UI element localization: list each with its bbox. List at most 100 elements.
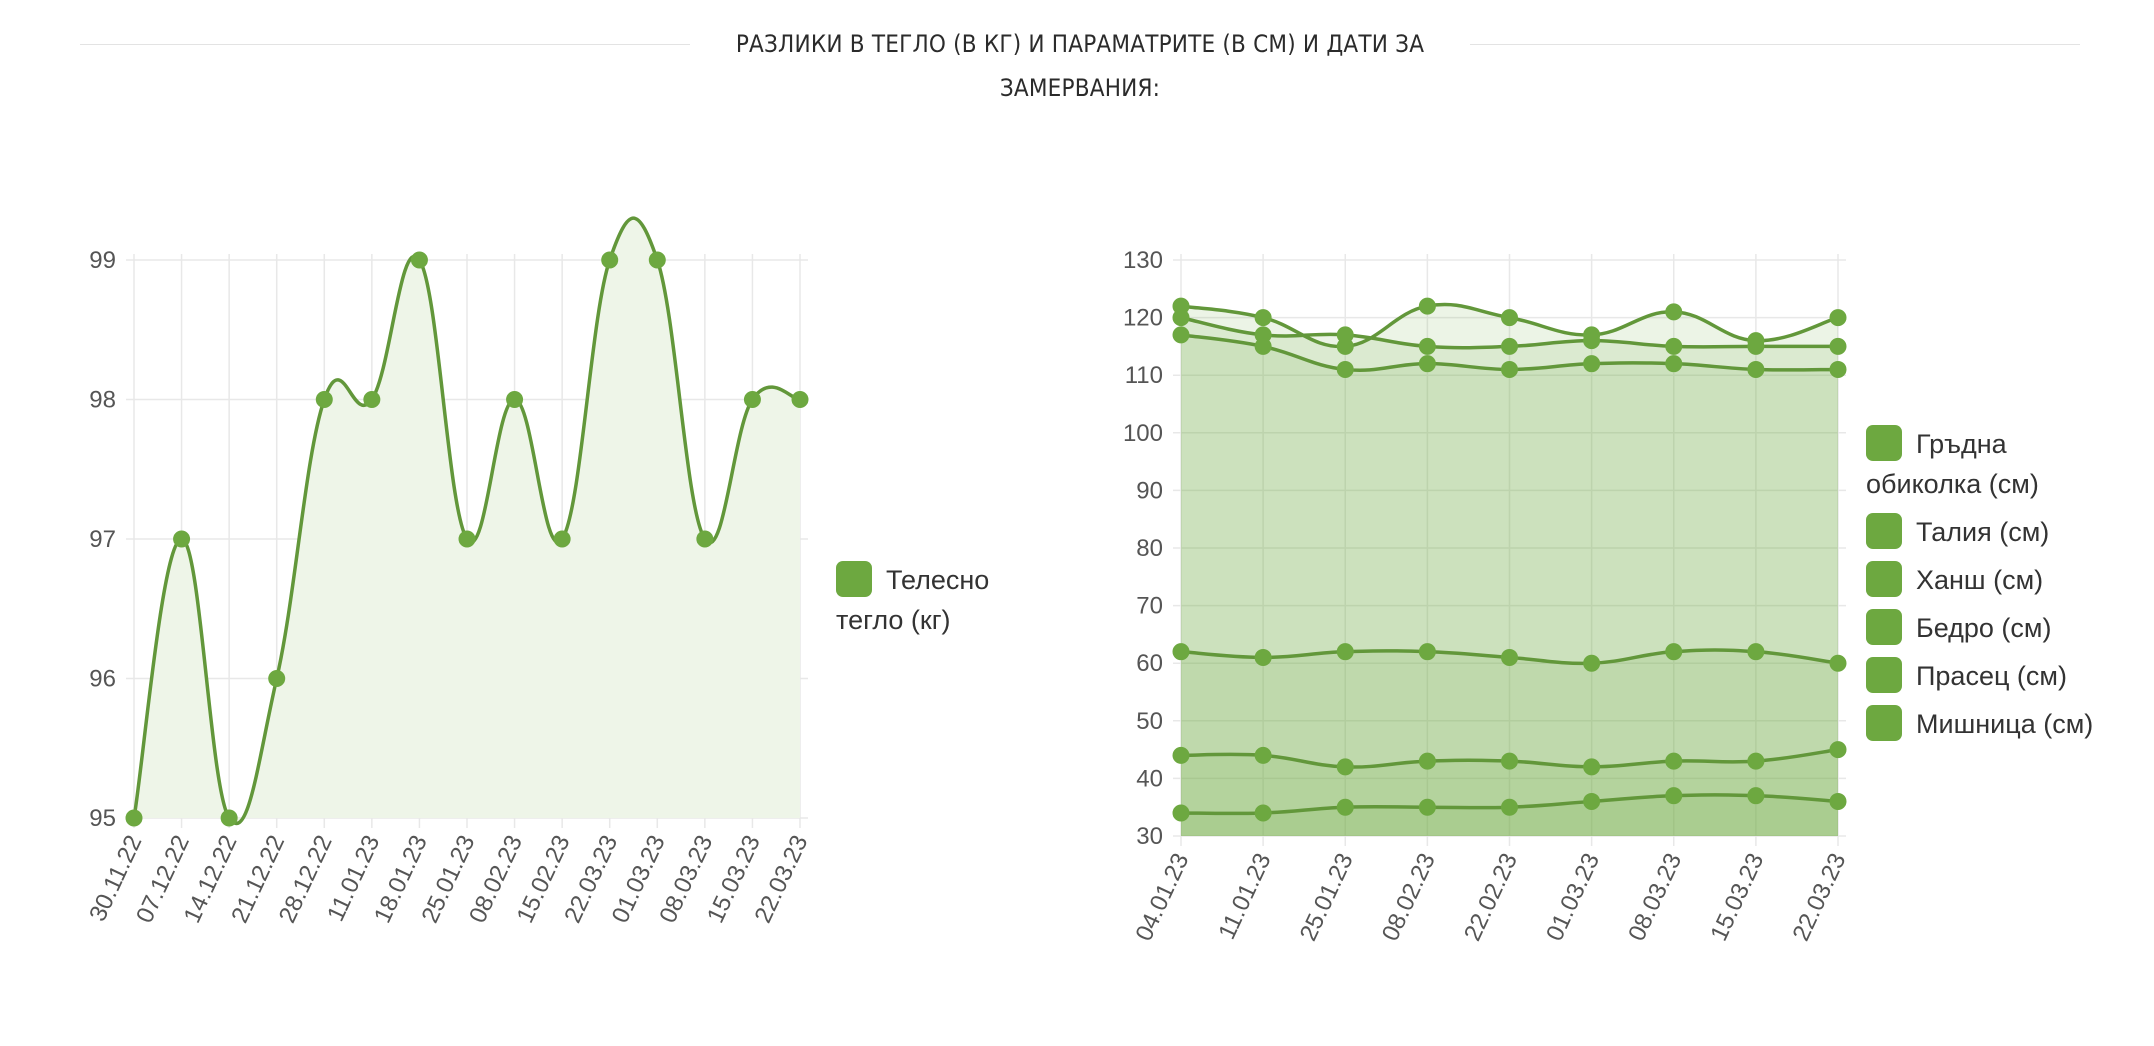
data-point[interactable]	[601, 251, 619, 269]
legend-swatch	[1866, 513, 1902, 549]
data-point[interactable]	[1501, 648, 1518, 666]
legend-item[interactable]: Ханш (см)	[1866, 560, 2126, 600]
series-area	[1181, 304, 1838, 837]
data-point[interactable]	[1336, 360, 1354, 378]
data-point[interactable]	[1418, 355, 1436, 373]
data-point[interactable]	[1172, 309, 1190, 327]
x-tick-label: 25.01.23	[1295, 849, 1359, 945]
x-tick-label: 08.02.23	[1377, 849, 1441, 945]
data-point[interactable]	[648, 251, 666, 269]
x-tick-label: 04.01.23	[1130, 849, 1194, 945]
data-point[interactable]	[410, 251, 428, 269]
legend-item[interactable]: Телесно тегло (кг)	[836, 560, 1036, 640]
y-tick-label: 100	[1123, 420, 1163, 447]
data-point[interactable]	[1418, 643, 1436, 661]
y-tick-label: 120	[1123, 305, 1163, 332]
data-point[interactable]	[1418, 752, 1436, 770]
y-tick-label: 96	[89, 666, 116, 693]
data-point[interactable]	[1665, 752, 1683, 770]
data-point[interactable]	[1172, 804, 1190, 822]
data-point[interactable]	[1747, 787, 1765, 805]
data-point[interactable]	[268, 670, 286, 687]
data-point[interactable]	[1747, 360, 1765, 378]
data-point[interactable]	[1501, 752, 1518, 770]
legend-label: Гръдна обиколка (см)	[1866, 429, 2039, 499]
data-point[interactable]	[363, 391, 381, 408]
measurements-legend: Гръдна обиколка (см) Талия (см) Ханш (см) Б…	[1866, 424, 2126, 752]
measurements-chart: 30 40 50 60 70 80 90 100 110 120 130 04.01.23 11.01.…	[1123, 247, 1851, 945]
section-title: РАЗЛИКИ В ТЕГЛО (В КГ) И ПАРАМАТРИТЕ (В …	[735, 30, 1425, 102]
data-point[interactable]	[1747, 752, 1765, 770]
data-point[interactable]	[1665, 355, 1683, 373]
legend-item[interactable]: Гръдна обиколка (см)	[1866, 424, 2126, 504]
data-point[interactable]	[1254, 337, 1272, 355]
legend-swatch	[1866, 705, 1902, 741]
data-point[interactable]	[1254, 648, 1272, 666]
data-point[interactable]	[506, 391, 524, 408]
series-area	[134, 218, 800, 824]
data-point[interactable]	[1665, 787, 1683, 805]
data-point[interactable]	[458, 530, 476, 548]
data-point[interactable]	[1336, 326, 1354, 344]
x-tick-label: 08.03.23	[1623, 849, 1687, 945]
data-point[interactable]	[1829, 654, 1847, 672]
legend-swatch	[1866, 609, 1902, 645]
data-point[interactable]	[125, 809, 143, 827]
legend-item[interactable]: Бедро (см)	[1866, 608, 2126, 648]
data-point[interactable]	[1418, 297, 1436, 315]
data-point[interactable]	[1583, 332, 1601, 350]
header-divider-right	[1470, 44, 2080, 45]
data-point[interactable]	[1501, 798, 1518, 816]
legend-swatch	[1866, 657, 1902, 693]
y-tick-label: 98	[89, 387, 116, 414]
legend-swatch	[1866, 425, 1902, 461]
data-point[interactable]	[1829, 741, 1847, 759]
data-point[interactable]	[220, 809, 238, 827]
data-point[interactable]	[1254, 804, 1272, 822]
y-tick-label: 110	[1125, 362, 1163, 389]
data-point[interactable]	[1336, 643, 1354, 661]
data-point[interactable]	[1172, 643, 1190, 661]
legend-label: Бедро (см)	[1916, 613, 2052, 643]
data-point[interactable]	[315, 391, 333, 408]
data-point[interactable]	[1665, 303, 1683, 321]
data-point[interactable]	[1583, 654, 1601, 672]
y-tick-label: 95	[89, 805, 116, 832]
data-point[interactable]	[1583, 758, 1601, 776]
x-tick-label: 01.03.23	[1541, 849, 1605, 945]
data-point[interactable]	[1501, 337, 1518, 355]
data-point[interactable]	[696, 530, 714, 548]
data-point[interactable]	[1583, 792, 1601, 810]
data-point[interactable]	[791, 391, 809, 408]
data-point[interactable]	[1501, 360, 1518, 378]
legend-item[interactable]: Талия (см)	[1866, 512, 2126, 552]
section-header: РАЗЛИКИ В ТЕГЛО (В КГ) И ПАРАМАТРИТЕ (В …	[80, 22, 2080, 102]
data-point[interactable]	[1665, 643, 1683, 661]
data-point[interactable]	[1829, 337, 1847, 355]
legend-item[interactable]: Мишница (см)	[1866, 704, 2126, 744]
data-point[interactable]	[1418, 337, 1436, 355]
data-point[interactable]	[173, 530, 191, 548]
data-point[interactable]	[1254, 746, 1272, 764]
data-point[interactable]	[553, 530, 571, 548]
data-point[interactable]	[1336, 798, 1354, 816]
data-point[interactable]	[1747, 337, 1765, 355]
data-point[interactable]	[1747, 643, 1765, 661]
legend-swatch	[1866, 561, 1902, 597]
data-point[interactable]	[743, 391, 761, 408]
data-point[interactable]	[1501, 309, 1518, 327]
data-point[interactable]	[1583, 355, 1601, 373]
data-point[interactable]	[1254, 309, 1272, 327]
legend-item[interactable]: Прасец (см)	[1866, 656, 2126, 696]
data-point[interactable]	[1172, 746, 1190, 764]
data-point[interactable]	[1829, 360, 1847, 378]
data-point[interactable]	[1665, 337, 1683, 355]
header-divider-left	[80, 44, 690, 45]
data-point[interactable]	[1829, 309, 1847, 327]
y-tick-label: 70	[1136, 593, 1163, 620]
data-point[interactable]	[1829, 792, 1847, 810]
data-point[interactable]	[1172, 326, 1190, 344]
data-point[interactable]	[1418, 798, 1436, 816]
x-tick-label: 22.03.23	[1787, 849, 1851, 945]
data-point[interactable]	[1336, 758, 1354, 776]
